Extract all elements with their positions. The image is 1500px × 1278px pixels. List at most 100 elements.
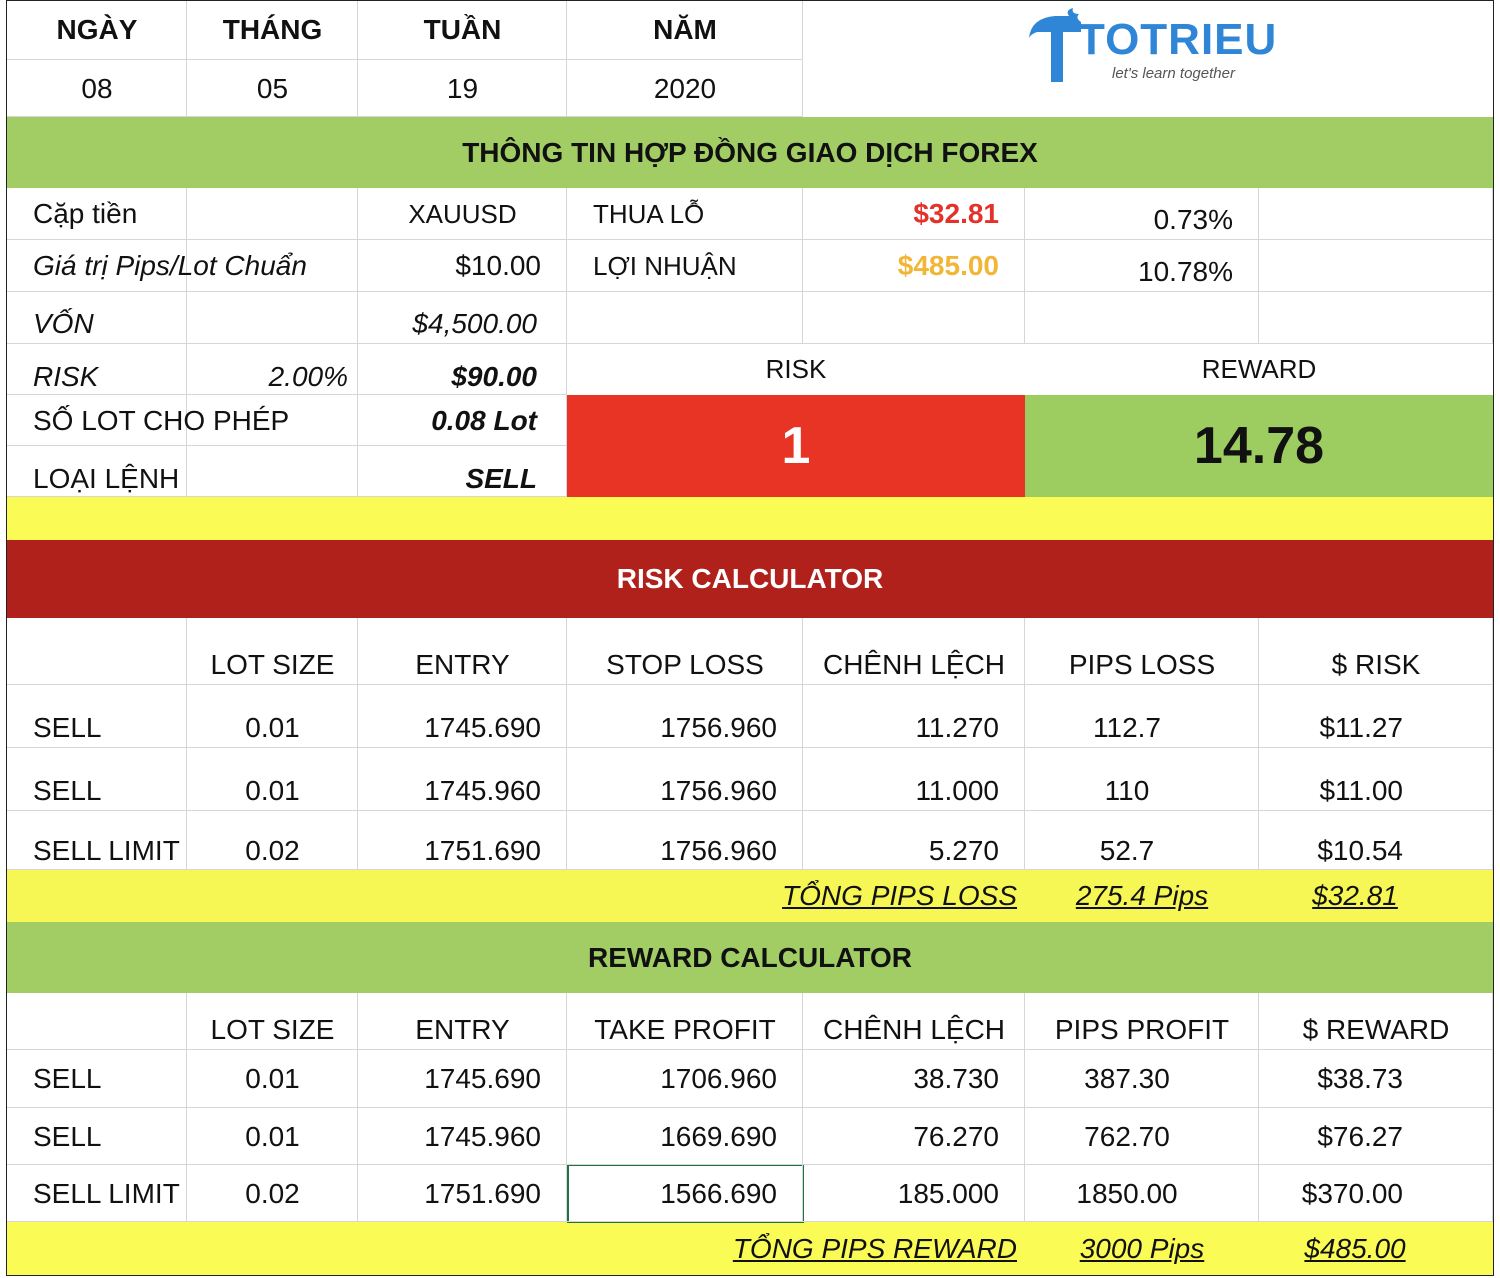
grid-cell — [7, 618, 187, 685]
table-cell: 1751.690 — [424, 1177, 541, 1209]
total-pips: 3000 Pips — [1079, 1232, 1205, 1264]
grid-cell — [567, 1165, 803, 1222]
grid-cell — [803, 993, 1025, 1050]
grid-cell — [7, 748, 187, 811]
column-header: LOT SIZE — [210, 1014, 335, 1045]
table-cell: 112.7 — [1093, 711, 1161, 743]
total-amount: $485.00 — [1304, 1232, 1406, 1264]
table-cell: 11.270 — [915, 711, 999, 743]
table-cell: 1850.00 — [1076, 1177, 1178, 1209]
selected-cell — [567, 1164, 804, 1223]
grid-cell — [7, 60, 187, 117]
table-cell: $370.00 — [1301, 1177, 1403, 1209]
grid-cell — [7, 0, 187, 60]
ratio-value: 14.78 — [1193, 417, 1325, 475]
grid-cell — [567, 1108, 803, 1165]
grid-cell — [358, 60, 567, 117]
label: LỢI NHUẬN — [593, 250, 737, 281]
grid-cell — [803, 240, 1025, 292]
table-cell: 0.01 — [245, 711, 300, 743]
section-title: REWARD CALCULATOR — [587, 941, 913, 973]
grid-cell — [1259, 240, 1493, 292]
value: SELL — [465, 463, 537, 494]
grid-cell — [1025, 1050, 1259, 1108]
grid-cell — [187, 1050, 358, 1108]
table-cell: SELL — [33, 1063, 102, 1094]
table-cell: 387.30 — [1084, 1063, 1170, 1094]
table-cell: 1745.690 — [424, 1063, 541, 1094]
grid-cell — [567, 292, 803, 344]
value: $485.00 — [897, 250, 999, 281]
table-cell: $11.00 — [1319, 775, 1403, 806]
grid-cell — [1025, 240, 1259, 292]
grid-cell — [358, 292, 567, 344]
grid-cell — [358, 618, 567, 685]
grid-cell — [187, 1108, 358, 1165]
risk-ratio-box — [567, 395, 1025, 497]
column-header: PIPS PROFIT — [1054, 1014, 1230, 1045]
grid-cell — [803, 748, 1025, 811]
grid-cell — [567, 685, 803, 748]
column-header: $ REWARD — [1302, 1014, 1450, 1045]
grid-cell — [187, 0, 358, 60]
table-cell: 1745.690 — [424, 711, 541, 743]
logo-tagline: let's learn together — [1112, 64, 1235, 82]
grid-cell — [1025, 1165, 1259, 1222]
grid-cell — [7, 240, 187, 292]
grid-cell — [803, 1165, 1025, 1222]
grid-cell — [1259, 685, 1493, 748]
value: $10.00 — [455, 250, 541, 281]
grid-cell — [7, 685, 187, 748]
label: SỐ LOT CHO PHÉP — [33, 404, 290, 436]
grid-cell — [1259, 618, 1493, 685]
reward-ratio-box — [1025, 395, 1493, 497]
value: $4,500.00 — [412, 308, 537, 339]
ratio-label: REWARD — [1201, 354, 1317, 384]
grid-cell — [567, 811, 803, 870]
grid-cell — [1025, 292, 1259, 344]
value: $32.81 — [913, 198, 999, 229]
table-cell: SELL LIMIT — [33, 1177, 180, 1209]
contract-band — [7, 117, 1493, 188]
table-cell: 110 — [1104, 775, 1150, 806]
grid-cell — [7, 811, 187, 870]
label: RISK — [33, 361, 99, 392]
label: Cặp tiền — [33, 198, 138, 229]
total-label: TỔNG PIPS LOSS — [782, 880, 1017, 911]
grid-cell — [187, 685, 358, 748]
table-cell: 0.02 — [245, 1177, 300, 1209]
grid-cell — [567, 240, 803, 292]
label: VỐN — [33, 308, 94, 339]
table-cell: $11.27 — [1319, 711, 1403, 743]
date-label: NGÀY — [56, 14, 138, 45]
grid-cell — [187, 292, 358, 344]
date-value: 08 — [81, 72, 113, 104]
grid-cell — [567, 60, 803, 117]
table-cell: SELL — [33, 1120, 102, 1152]
grid-cell — [187, 618, 358, 685]
grid-cell — [567, 188, 803, 240]
column-header: STOP LOSS — [606, 649, 764, 680]
grid-cell — [1259, 748, 1493, 811]
value: 10.78% — [1138, 256, 1233, 287]
table-cell: 1706.960 — [660, 1063, 777, 1094]
grid-cell — [187, 240, 358, 292]
table-cell: 1751.690 — [424, 835, 541, 866]
date-label: TUẦN — [423, 14, 502, 45]
column-header: CHÊNH LỆCH — [822, 1014, 1006, 1045]
ratio-label: RISK — [765, 354, 827, 384]
date-value: 19 — [446, 72, 479, 104]
table-cell: 38.730 — [913, 1063, 999, 1094]
grid-cell — [1259, 292, 1493, 344]
table-cell: 0.01 — [245, 1120, 300, 1152]
logo-name: TOTRIEU — [1078, 15, 1278, 64]
grid-cell — [803, 292, 1025, 344]
column-header: PIPS LOSS — [1068, 649, 1216, 680]
reward-total-band — [7, 1222, 1493, 1275]
column-header: ENTRY — [415, 1014, 510, 1045]
grid-cell — [1259, 1050, 1493, 1108]
grid-cell — [358, 685, 567, 748]
column-header: LOT SIZE — [210, 649, 335, 680]
reward-band — [7, 922, 1493, 993]
grid-cell — [187, 748, 358, 811]
